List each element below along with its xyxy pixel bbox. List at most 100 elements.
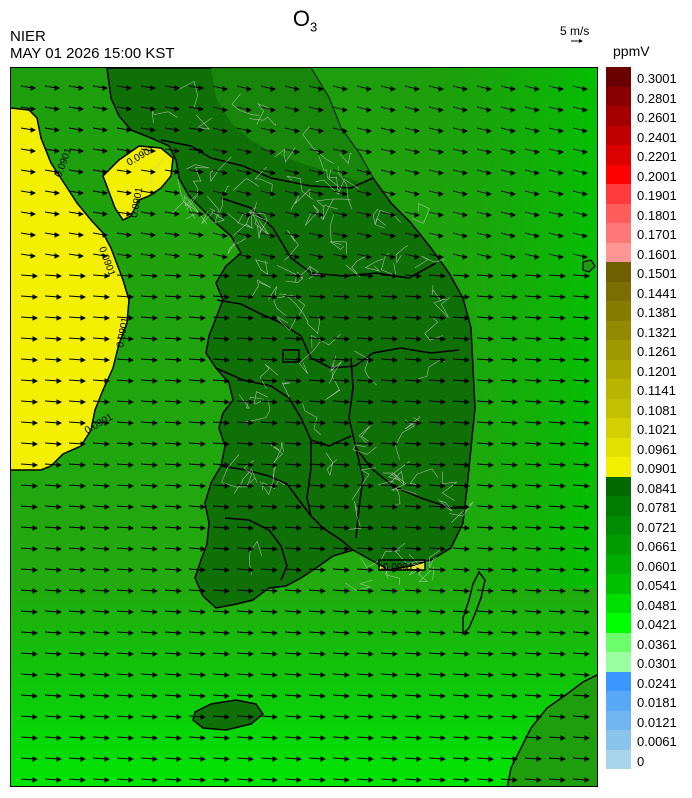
district-line <box>278 293 309 322</box>
wind-vector-head <box>366 86 373 92</box>
district-line <box>201 208 216 225</box>
colorbar-swatch <box>606 223 631 243</box>
wind-vector-head <box>128 546 135 552</box>
wind-vector-head <box>152 609 159 615</box>
wind-vector-head <box>560 357 567 363</box>
wind-vector-head <box>318 233 325 239</box>
wind-vector-head <box>176 588 183 594</box>
wind-vector-head <box>80 567 87 573</box>
wind-vector-head <box>248 546 255 552</box>
wind-vector-head <box>584 777 591 783</box>
wind-vector-head <box>198 253 205 259</box>
colorbar-label: 0.0961 <box>637 441 677 457</box>
wind-vector <box>596 380 597 381</box>
wind-vector-head <box>80 693 87 699</box>
wind-vector-head <box>222 191 229 197</box>
district-line <box>339 153 353 165</box>
wind-vector-head <box>560 777 567 783</box>
wind-vector-head <box>200 357 207 363</box>
wind-vector-head <box>80 399 87 405</box>
wind-vector-head <box>200 546 207 552</box>
wind-vector <box>596 170 597 171</box>
wind-vector-head <box>128 483 135 489</box>
wind-vector-head <box>294 86 301 92</box>
wind-vector-head <box>222 233 229 239</box>
wind-vector-head <box>392 357 399 363</box>
wind-vector-head <box>392 588 399 594</box>
wind-vector-head <box>488 273 495 279</box>
wind-vector-head <box>270 107 277 113</box>
wind-vector <box>596 464 597 465</box>
district-line <box>248 206 268 234</box>
wind-vector-head <box>32 777 39 783</box>
wind-vector-head <box>440 441 447 447</box>
wind-vector-head <box>224 546 231 552</box>
wind-vector-head <box>128 336 135 342</box>
wind-vector-head <box>104 693 111 699</box>
wind-vector-head <box>272 441 279 447</box>
wind-vector-head <box>560 378 567 384</box>
wind-vector-head <box>54 148 61 154</box>
wind-vector-head <box>104 357 111 363</box>
district-line <box>404 415 421 430</box>
wind-vector-head <box>438 128 445 134</box>
wind-vector-head <box>296 546 303 552</box>
district-line <box>195 114 212 130</box>
wind-vector-head <box>126 253 133 259</box>
district-line <box>395 419 415 460</box>
wind-vector-head <box>320 504 327 510</box>
wind-vector-head <box>198 211 205 217</box>
wind-vector-head <box>488 651 495 657</box>
colorbar-label: 0.1381 <box>637 305 677 320</box>
wind-vector-head <box>344 714 351 720</box>
district-line <box>394 542 431 565</box>
colorbar-swatch <box>606 67 631 87</box>
wind-vector-head <box>224 693 231 699</box>
colorbar-swatch <box>606 398 631 418</box>
wind-vector <box>596 527 597 528</box>
wind-vector-head <box>510 128 517 134</box>
wind-vector-head <box>584 756 591 762</box>
wind-vector-head <box>416 483 423 489</box>
wind-vector-head <box>270 149 277 155</box>
wind-vector-head <box>174 169 181 175</box>
district-line <box>249 279 272 301</box>
wind-vector-head <box>416 651 423 657</box>
province-boundaries <box>160 139 467 581</box>
wind-vector-head <box>536 525 543 531</box>
wind-vector-head <box>200 336 207 342</box>
wind-vector-head <box>438 149 445 155</box>
wind-vector-head <box>488 357 495 363</box>
wind-vector-head <box>320 672 327 678</box>
colorbar-swatch <box>606 515 631 535</box>
colorbar-label: 0.3001 <box>637 71 677 86</box>
wind-vector-head <box>272 756 279 762</box>
wind-vector-head <box>32 357 39 363</box>
wind-vector-head <box>32 672 39 678</box>
wind-vector-head <box>102 85 109 91</box>
wind-vector-head <box>30 211 37 217</box>
wind-vector-head <box>534 254 541 260</box>
district-line <box>179 80 198 109</box>
district-line <box>349 501 362 530</box>
wind-vector-head <box>224 462 231 468</box>
wind-vector-head <box>198 148 205 154</box>
wind-vector-head <box>200 567 207 573</box>
wind-vector-head <box>176 546 183 552</box>
wind-vector-head <box>438 233 445 239</box>
wind-vector-head <box>296 609 303 615</box>
colorbar-swatch <box>606 535 631 555</box>
colorbar-label: 0.0901 <box>637 461 677 476</box>
wind-vector-head <box>80 777 87 783</box>
wind-vector-head <box>80 336 87 342</box>
wind-vector-head <box>440 672 447 678</box>
wind-vector-head <box>104 735 111 741</box>
district-line <box>206 195 225 224</box>
wind-vector-head <box>248 609 255 615</box>
wind-vector-head <box>296 336 303 342</box>
wind-vector-head <box>584 735 591 741</box>
wind-vector-head <box>152 378 159 384</box>
wind-vector-head <box>296 441 303 447</box>
colorbar-label: 0.2401 <box>637 129 677 145</box>
wind-vector-head <box>464 273 471 279</box>
